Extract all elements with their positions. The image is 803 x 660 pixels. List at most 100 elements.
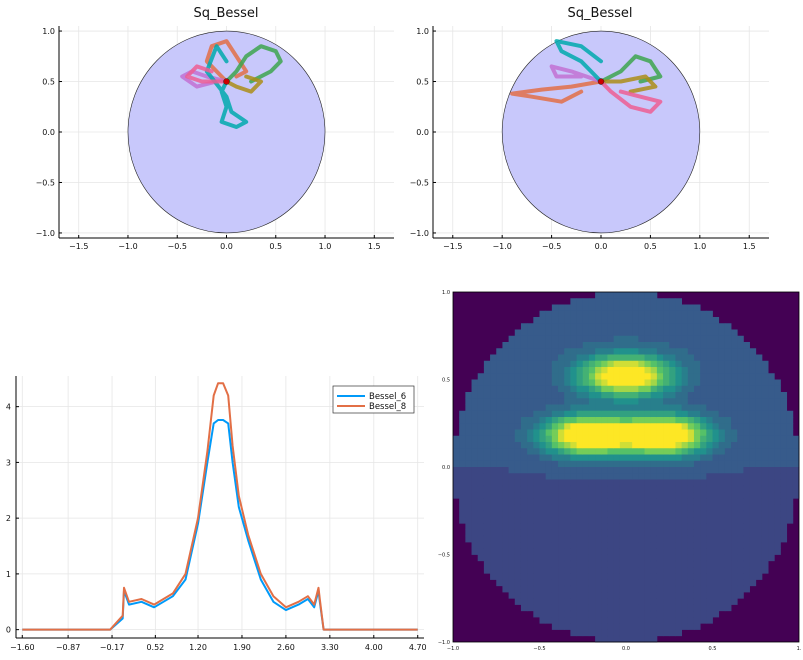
heatmap-cell	[638, 417, 645, 424]
heatmap-cell	[613, 548, 621, 555]
heatmap-cell	[582, 610, 590, 618]
heatmap-cell	[576, 535, 584, 543]
heatmap-cell	[551, 404, 559, 412]
heatmap-cell	[545, 548, 553, 555]
heatmap-cell	[465, 417, 472, 424]
heatmap-cell	[626, 323, 633, 330]
heatmap-cell	[718, 360, 726, 368]
heatmap-cell	[502, 448, 510, 455]
heatmap-cell	[731, 335, 738, 343]
heatmap-cell	[539, 473, 547, 480]
heatmap-cell	[693, 379, 701, 387]
heatmap-cell	[477, 460, 485, 468]
heatmap-cell	[490, 398, 497, 405]
heatmap-cell	[644, 548, 652, 555]
heatmap-cell	[576, 448, 584, 455]
heatmap-cell	[502, 523, 510, 530]
heatmap-cell	[477, 442, 485, 449]
x-tick-label: 1.5	[368, 242, 381, 251]
heatmap-cell	[755, 523, 763, 530]
heatmap-cell	[539, 342, 547, 349]
heatmap-cell	[613, 542, 621, 549]
heatmap-cell	[644, 460, 652, 468]
x-tick-label: −1.0	[447, 646, 459, 652]
heatmap-cell	[508, 492, 516, 499]
heatmap-cell	[514, 448, 522, 455]
heatmap-cell	[669, 429, 676, 437]
heatmap-cell	[601, 385, 608, 393]
heatmap-cell	[588, 567, 596, 574]
heatmap-cell	[564, 592, 571, 599]
heatmap-cell	[551, 385, 559, 393]
heatmap-cell	[607, 554, 615, 562]
heatmap-cell	[737, 523, 744, 530]
heatmap-cell	[681, 335, 689, 343]
heatmap-cell	[490, 554, 497, 562]
heatmap-cell	[650, 585, 658, 593]
heatmap-cell	[700, 510, 707, 518]
walk-path	[510, 79, 603, 104]
heatmap-cell	[601, 348, 608, 355]
heatmap-cell	[514, 385, 522, 393]
heatmap-cell	[545, 454, 553, 462]
heatmap-cell	[663, 548, 670, 555]
heatmap-cell	[638, 429, 645, 437]
heatmap-cell	[687, 498, 695, 505]
heatmap-cell	[786, 510, 794, 518]
heatmap-cell	[749, 360, 757, 368]
heatmap-cell	[761, 454, 769, 462]
heatmap-cell	[743, 379, 750, 387]
heatmap-cell	[570, 492, 577, 499]
heatmap-cell	[681, 479, 689, 487]
heatmap-cell	[650, 435, 658, 443]
heatmap-cell	[749, 492, 757, 499]
heatmap-cell	[712, 429, 720, 437]
heatmap-cell	[663, 617, 670, 624]
heatmap-cell	[626, 442, 633, 449]
heatmap-cell	[607, 479, 615, 487]
heatmap-cell	[595, 554, 602, 562]
heatmap-cell	[663, 510, 670, 518]
x-tick-label: 0.5	[269, 242, 282, 251]
heatmap-cell	[619, 629, 627, 637]
heatmap-cell	[520, 367, 528, 374]
heatmap-cell	[520, 410, 528, 418]
heatmap-cell	[471, 467, 479, 474]
heatmap-cell	[650, 610, 658, 618]
heatmap-cell	[675, 423, 683, 430]
heatmap-cell	[693, 504, 701, 512]
heatmap-cell	[706, 367, 713, 374]
heatmap-cell	[619, 423, 627, 430]
heatmap-cell	[514, 442, 522, 449]
heatmap-cell	[496, 442, 503, 449]
heatmap-cell	[477, 435, 485, 443]
heatmap-cell	[632, 604, 639, 612]
heatmap-cell	[545, 592, 553, 599]
heatmap-cell	[558, 342, 565, 349]
heatmap-cell	[669, 335, 676, 343]
heatmap-cell	[601, 398, 608, 405]
heatmap-cell	[687, 610, 695, 618]
heatmap-cell	[471, 429, 479, 437]
heatmap-cell	[786, 454, 794, 462]
heatmap-cell	[496, 504, 503, 512]
heatmap-cell	[619, 385, 627, 393]
heatmap-cell	[644, 367, 652, 374]
heatmap-cell	[650, 517, 658, 524]
heatmap-cell	[514, 460, 522, 468]
heatmap-cell	[539, 467, 547, 474]
heatmap-cell	[570, 367, 577, 374]
heatmap-cell	[558, 460, 565, 468]
heatmap-cell	[607, 373, 615, 380]
heatmap-cell	[638, 542, 645, 549]
heatmap-cell	[613, 473, 621, 480]
heatmap-cell	[471, 485, 479, 493]
heatmap-cell	[514, 473, 522, 480]
heatmap-cell	[588, 617, 596, 624]
heatmap-cell	[780, 460, 788, 468]
heatmap-cell	[718, 529, 726, 537]
heatmap-cell	[632, 467, 639, 474]
heatmap-cell	[459, 517, 466, 524]
heatmap-cell	[706, 373, 713, 380]
heatmap-cell	[508, 567, 516, 574]
